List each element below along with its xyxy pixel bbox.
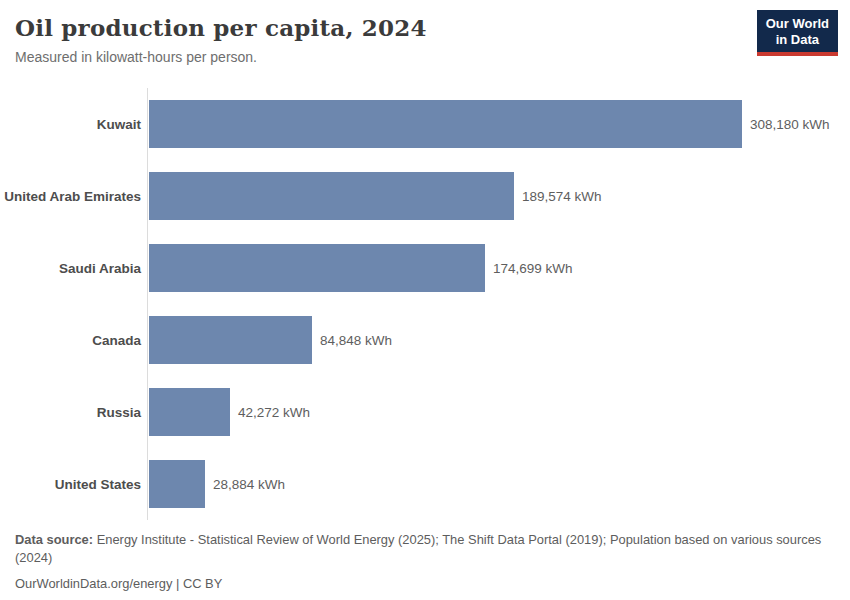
value-label: 42,272 kWh [238, 405, 310, 420]
category-label: United States [0, 477, 148, 492]
value-label: 308,180 kWh [750, 117, 830, 132]
bar-area: 28,884 kWh [149, 460, 850, 508]
bar-area: 84,848 kWh [149, 316, 850, 364]
owid-logo-line1: Our World [766, 16, 829, 32]
chart-title: Oil production per capita, 2024 [15, 14, 750, 41]
bar[interactable] [149, 460, 205, 508]
bar-row: Kuwait 308,180 kWh [0, 88, 850, 160]
chart-subtitle: Measured in kilowatt-hours per person. [15, 49, 750, 65]
bar-area: 42,272 kWh [149, 388, 850, 436]
bar[interactable] [149, 172, 514, 220]
bar-row: Saudi Arabia 174,699 kWh [0, 232, 850, 304]
bar[interactable] [149, 388, 230, 436]
bar-row: Russia 42,272 kWh [0, 376, 850, 448]
datasource-text: Energy Institute - Statistical Review of… [15, 532, 821, 565]
value-label: 189,574 kWh [522, 189, 602, 204]
bar-area: 189,574 kWh [149, 172, 850, 220]
bar-area: 308,180 kWh [149, 100, 850, 148]
bar-row: United States 28,884 kWh [0, 448, 850, 520]
bar-row: United Arab Emirates 189,574 kWh [0, 160, 850, 232]
category-label: Russia [0, 405, 148, 420]
category-label: Saudi Arabia [0, 261, 148, 276]
datasource-label: Data source: [15, 532, 93, 547]
bar-chart: Kuwait 308,180 kWh United Arab Emirates … [0, 88, 850, 520]
category-label: Canada [0, 333, 148, 348]
value-label: 28,884 kWh [213, 477, 285, 492]
category-label: Kuwait [0, 117, 148, 132]
bar[interactable] [149, 244, 485, 292]
datasource-line: Data source: Energy Institute - Statisti… [15, 531, 834, 568]
bar-area: 174,699 kWh [149, 244, 850, 292]
owid-logo-line2: in Data [766, 32, 829, 48]
value-label: 174,699 kWh [493, 261, 573, 276]
bar[interactable] [149, 100, 742, 148]
bar[interactable] [149, 316, 312, 364]
owid-logo[interactable]: Our World in Data [757, 10, 838, 56]
bar-row: Canada 84,848 kWh [0, 304, 850, 376]
category-label: United Arab Emirates [0, 189, 148, 204]
footer-link[interactable]: OurWorldinData.org/energy | CC BY [15, 575, 834, 593]
value-label: 84,848 kWh [320, 333, 392, 348]
bar-rows: Kuwait 308,180 kWh United Arab Emirates … [0, 88, 850, 520]
chart-footer: Data source: Energy Institute - Statisti… [15, 531, 834, 593]
chart-header: Oil production per capita, 2024 Measured… [15, 14, 750, 65]
